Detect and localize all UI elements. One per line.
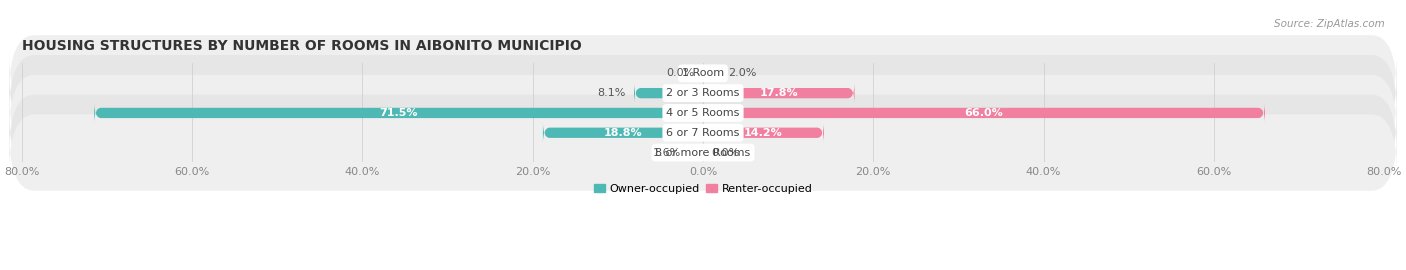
Text: 4 or 5 Rooms: 4 or 5 Rooms — [666, 108, 740, 118]
FancyBboxPatch shape — [543, 122, 703, 143]
Text: 8.1%: 8.1% — [598, 88, 626, 98]
Text: 71.5%: 71.5% — [380, 108, 418, 118]
Text: 14.2%: 14.2% — [744, 128, 783, 138]
Text: 0.0%: 0.0% — [666, 68, 695, 78]
Text: Source: ZipAtlas.com: Source: ZipAtlas.com — [1274, 19, 1385, 29]
Text: 6 or 7 Rooms: 6 or 7 Rooms — [666, 128, 740, 138]
FancyBboxPatch shape — [703, 82, 855, 104]
FancyBboxPatch shape — [8, 94, 1398, 171]
Text: 17.8%: 17.8% — [759, 88, 799, 98]
Text: 66.0%: 66.0% — [965, 108, 1004, 118]
Text: 18.8%: 18.8% — [603, 128, 643, 138]
FancyBboxPatch shape — [703, 102, 1265, 124]
Legend: Owner-occupied, Renter-occupied: Owner-occupied, Renter-occupied — [589, 180, 817, 198]
Text: 2 or 3 Rooms: 2 or 3 Rooms — [666, 88, 740, 98]
FancyBboxPatch shape — [8, 55, 1398, 131]
FancyBboxPatch shape — [94, 102, 703, 124]
Text: HOUSING STRUCTURES BY NUMBER OF ROOMS IN AIBONITO MUNICIPIO: HOUSING STRUCTURES BY NUMBER OF ROOMS IN… — [22, 39, 582, 53]
FancyBboxPatch shape — [8, 75, 1398, 151]
FancyBboxPatch shape — [689, 142, 703, 163]
Text: 2.0%: 2.0% — [728, 68, 756, 78]
FancyBboxPatch shape — [703, 122, 824, 143]
FancyBboxPatch shape — [634, 82, 703, 104]
Text: 0.0%: 0.0% — [711, 148, 740, 158]
FancyBboxPatch shape — [8, 114, 1398, 191]
Text: 1.6%: 1.6% — [652, 148, 681, 158]
FancyBboxPatch shape — [8, 35, 1398, 112]
Text: 8 or more Rooms: 8 or more Rooms — [655, 148, 751, 158]
FancyBboxPatch shape — [703, 63, 720, 84]
Text: 1 Room: 1 Room — [682, 68, 724, 78]
